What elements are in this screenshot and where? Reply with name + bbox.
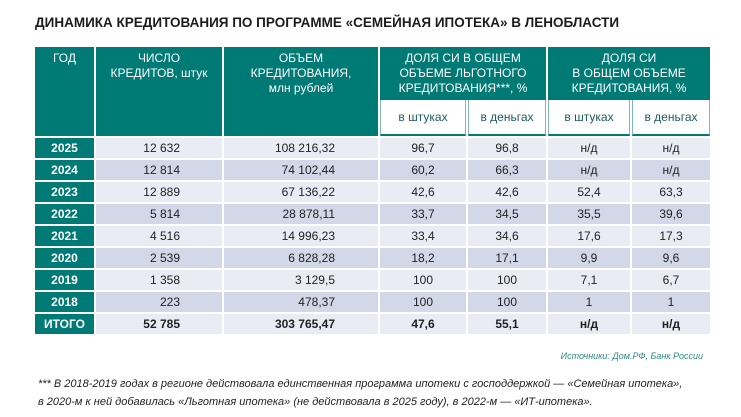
cell-count: 5 814 — [96, 202, 222, 224]
cell-count: 12 814 — [96, 158, 222, 180]
cell-total-count: 35,5 — [548, 202, 630, 224]
header-volume: ОБЪЕМ КРЕДИТОВАНИЯ, млн рублей — [224, 47, 378, 136]
cell-total-count: 7,1 — [548, 268, 630, 290]
cell-count: 12 889 — [96, 180, 222, 202]
table-row: 2020 2 539 6 828,28 18,2 17,1 9,9 9,6 — [35, 246, 710, 268]
cell-pref-money: 55,1 — [468, 312, 546, 334]
cell-pref-money: 100 — [468, 290, 546, 312]
subheader-pref-money: в деньгах — [468, 100, 546, 136]
footnote: *** В 2018-2019 годах в регионе действов… — [38, 378, 683, 408]
cell-count: 2 539 — [96, 246, 222, 268]
cell-volume: 478,37 — [224, 290, 378, 312]
cell-count: 1 358 — [96, 268, 222, 290]
cell-year: ИТОГО — [35, 312, 94, 334]
sources: Источники: Дом.РФ, Банк России — [560, 351, 703, 361]
cell-volume: 108 216,32 — [224, 136, 378, 158]
header-share-total: ДОЛЯ СИ В ОБЩЕМ ОБЪЕМЕ КРЕДИТОВАНИЯ, % — [548, 47, 710, 100]
cell-total-count: н/д — [548, 158, 630, 180]
cell-year: 2018 — [35, 290, 94, 312]
table-row: 2022 5 814 28 878,11 33,7 34,5 35,5 39,6 — [35, 202, 710, 224]
cell-total-money: н/д — [632, 312, 710, 334]
table-row: 2018 223 478,37 100 100 1 1 — [35, 290, 710, 312]
cell-total-count: 9,9 — [548, 246, 630, 268]
cell-year: 2022 — [35, 202, 94, 224]
table-row: 2024 12 814 74 102,44 60,2 66,3 н/д н/д — [35, 158, 710, 180]
cell-pref-count: 100 — [380, 290, 466, 312]
cell-pref-money: 34,6 — [468, 224, 546, 246]
cell-total-count: н/д — [548, 136, 630, 158]
cell-pref-money: 66,3 — [468, 158, 546, 180]
cell-total-count: 17,6 — [548, 224, 630, 246]
cell-pref-count: 33,7 — [380, 202, 466, 224]
total-row: ИТОГО 52 785 303 765,47 47,6 55,1 н/д н/д — [35, 312, 710, 334]
cell-volume: 74 102,44 — [224, 158, 378, 180]
subheader-total-money: в деньгах — [632, 100, 710, 136]
cell-count: 12 632 — [96, 136, 222, 158]
table-row: 2025 12 632 108 216,32 96,7 96,8 н/д н/д — [35, 136, 710, 158]
cell-volume: 303 765,47 — [224, 312, 378, 334]
cell-total-count: 1 — [548, 290, 630, 312]
cell-pref-count: 100 — [380, 268, 466, 290]
cell-total-money: н/д — [632, 136, 710, 158]
cell-pref-money: 17,1 — [468, 246, 546, 268]
cell-volume: 3 129,5 — [224, 268, 378, 290]
cell-total-count: 52,4 — [548, 180, 630, 202]
cell-year: 2019 — [35, 268, 94, 290]
cell-pref-count: 60,2 — [380, 158, 466, 180]
cell-pref-money: 100 — [468, 268, 546, 290]
table-row: 2023 12 889 67 136,22 42,6 42,6 52,4 63,3 — [35, 180, 710, 202]
cell-pref-count: 42,6 — [380, 180, 466, 202]
cell-volume: 14 996,23 — [224, 224, 378, 246]
cell-pref-count: 47,6 — [380, 312, 466, 334]
cell-count: 52 785 — [96, 312, 222, 334]
cell-count: 223 — [96, 290, 222, 312]
cell-pref-count: 18,2 — [380, 246, 466, 268]
cell-year: 2020 — [35, 246, 94, 268]
cell-total-money: 39,6 — [632, 202, 710, 224]
header-year: ГОД — [35, 47, 94, 136]
cell-total-money: 1 — [632, 290, 710, 312]
cell-pref-count: 96,7 — [380, 136, 466, 158]
cell-year: 2023 — [35, 180, 94, 202]
cell-total-money: н/д — [632, 158, 710, 180]
cell-year: 2025 — [35, 136, 94, 158]
cell-volume: 28 878,11 — [224, 202, 378, 224]
cell-total-count: н/д — [548, 312, 630, 334]
cell-total-money: 63,3 — [632, 180, 710, 202]
subheader-total-count: в штуках — [548, 100, 630, 136]
cell-volume: 6 828,28 — [224, 246, 378, 268]
cell-volume: 67 136,22 — [224, 180, 378, 202]
cell-year: 2024 — [35, 158, 94, 180]
header-count: ЧИСЛО КРЕДИТОВ, штук — [96, 47, 222, 136]
table-row: 2021 4 516 14 996,23 33,4 34,6 17,6 17,3 — [35, 224, 710, 246]
cell-total-money: 6,7 — [632, 268, 710, 290]
header-share-preferential: ДОЛЯ СИ В ОБЩЕМ ОБЪЕМЕ ЛЬГОТНОГО КРЕДИТО… — [380, 47, 546, 100]
cell-year: 2021 — [35, 224, 94, 246]
cell-count: 4 516 — [96, 224, 222, 246]
cell-pref-count: 33,4 — [380, 224, 466, 246]
cell-total-money: 9,6 — [632, 246, 710, 268]
subheader-pref-count: в штуках — [380, 100, 466, 136]
cell-total-money: 17,3 — [632, 224, 710, 246]
cell-pref-money: 34,5 — [468, 202, 546, 224]
table-row: 2019 1 358 3 129,5 100 100 7,1 6,7 — [35, 268, 710, 290]
page-title: ДИНАМИКА КРЕДИТОВАНИЯ ПО ПРОГРАММЕ «СЕМЕ… — [35, 15, 620, 30]
cell-pref-money: 96,8 — [468, 136, 546, 158]
cell-pref-money: 42,6 — [468, 180, 546, 202]
mortgage-table: ГОД ЧИСЛО КРЕДИТОВ, штук ОБЪЕМ КРЕДИТОВАН… — [33, 47, 712, 334]
